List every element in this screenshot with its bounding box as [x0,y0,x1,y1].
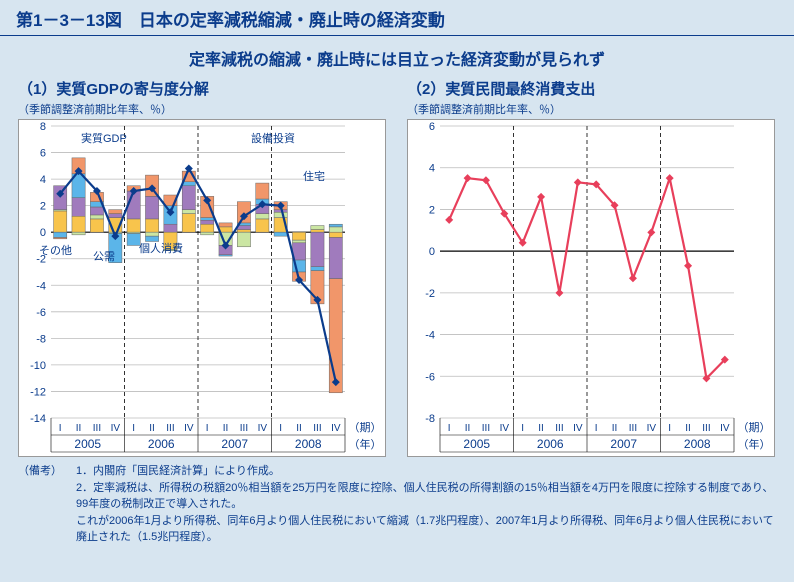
figure-title: 第1－3－13図 日本の定率減税縮減・廃止時の経済変動 [0,6,794,36]
svg-text:IV: IV [331,423,341,434]
svg-text:公需: 公需 [93,250,115,263]
svg-text:2007: 2007 [221,437,248,451]
notes-label: （備考） [18,463,76,480]
svg-text:IV: IV [720,423,730,434]
svg-text:IV: IV [500,423,510,434]
note-1-num: 1． [76,465,93,477]
svg-text:I: I [595,423,598,434]
svg-text:I: I [448,423,451,434]
svg-text:II: II [612,423,618,434]
svg-text:（期）: （期） [738,421,771,434]
svg-text:-10: -10 [30,360,46,372]
svg-text:I: I [59,423,62,434]
note-2-num: 2． [76,482,93,494]
chart1-stacked-bar: 86420-2-4-6-8-10-12-14IIIIIIIVIIIIIIIVII… [18,119,386,457]
svg-text:IV: IV [573,423,583,434]
svg-text:（年）: （年） [349,437,382,451]
svg-text:IV: IV [111,423,121,434]
svg-text:（期）: （期） [349,421,382,434]
svg-text:II: II [538,423,544,434]
svg-text:住宅: 住宅 [303,169,325,183]
chart2-subtitle: （季節調整済前期比年率、％） [407,101,776,117]
svg-text:6: 6 [40,148,46,160]
svg-text:I: I [206,423,209,434]
svg-text:2006: 2006 [148,437,175,451]
svg-text:8: 8 [40,121,46,133]
svg-text:IV: IV [184,423,194,434]
chart1-subtitle: （季節調整済前期比年率、％） [18,101,387,117]
svg-text:2006: 2006 [537,437,564,451]
svg-text:2008: 2008 [684,437,711,451]
svg-text:II: II [76,423,82,434]
chart2-title: （2）実質民間最終消費支出 [407,78,776,99]
svg-text:IV: IV [258,423,268,434]
svg-text:2007: 2007 [610,437,637,451]
svg-text:0: 0 [40,227,46,239]
svg-text:I: I [279,423,282,434]
svg-text:-6: -6 [425,371,435,383]
svg-text:4: 4 [40,174,46,186]
svg-text:-14: -14 [30,413,46,425]
svg-text:-12: -12 [30,386,46,398]
figure-subtitle: 定率減税の縮減・廃止時には目立った経済変動が見られず [0,46,794,70]
svg-text:I: I [668,423,671,434]
svg-text:（年）: （年） [738,437,771,451]
svg-text:6: 6 [429,121,435,133]
svg-text:2008: 2008 [295,437,322,451]
svg-text:III: III [702,423,710,434]
note-2b-text: これが2006年1月より所得税、同年6月より個人住民税において縮減（1.7兆円程… [76,515,774,544]
svg-text:III: III [240,423,248,434]
svg-text:II: II [149,423,155,434]
svg-text:-8: -8 [36,333,46,345]
svg-text:設備投資: 設備投資 [251,131,295,145]
chart1-title: （1）実質GDPの寄与度分解 [18,78,387,99]
svg-text:III: III [93,423,101,434]
note-2a-text: 定率減税は、所得税の税額20％相当額を25万円を限度に控除、個人住民税の所得割額… [76,482,773,511]
svg-text:II: II [465,423,471,434]
svg-text:-4: -4 [36,280,46,292]
svg-text:III: III [166,423,174,434]
svg-text:-4: -4 [425,330,435,342]
svg-text:2005: 2005 [74,437,101,451]
svg-text:III: III [555,423,563,434]
svg-text:2005: 2005 [463,437,490,451]
svg-text:IV: IV [647,423,657,434]
notes-block: （備考） 1．内閣府「国民経済計算」により作成。 2．定率減税は、所得税の税額2… [0,457,794,546]
svg-text:II: II [296,423,302,434]
svg-text:その他: その他 [39,244,72,257]
svg-text:II: II [223,423,229,434]
svg-text:4: 4 [429,163,435,175]
svg-text:II: II [685,423,691,434]
svg-text:III: III [482,423,490,434]
svg-text:個人消費: 個人消費 [139,241,183,255]
svg-text:2: 2 [429,204,435,216]
note-1-text: 内閣府「国民経済計算」により作成。 [93,465,280,477]
svg-text:-2: -2 [425,288,435,300]
svg-text:I: I [132,423,135,434]
svg-text:-8: -8 [425,413,435,425]
svg-text:I: I [521,423,524,434]
svg-text:III: III [629,423,637,434]
svg-text:実質GDP: 実質GDP [81,131,127,145]
chart2-line: 6420-2-4-6-8IIIIIIIVIIIIIIIVIIIIIIIVIIII… [407,119,775,457]
svg-text:2: 2 [40,201,46,213]
svg-text:-6: -6 [36,307,46,319]
svg-text:III: III [313,423,321,434]
svg-text:0: 0 [429,246,435,258]
